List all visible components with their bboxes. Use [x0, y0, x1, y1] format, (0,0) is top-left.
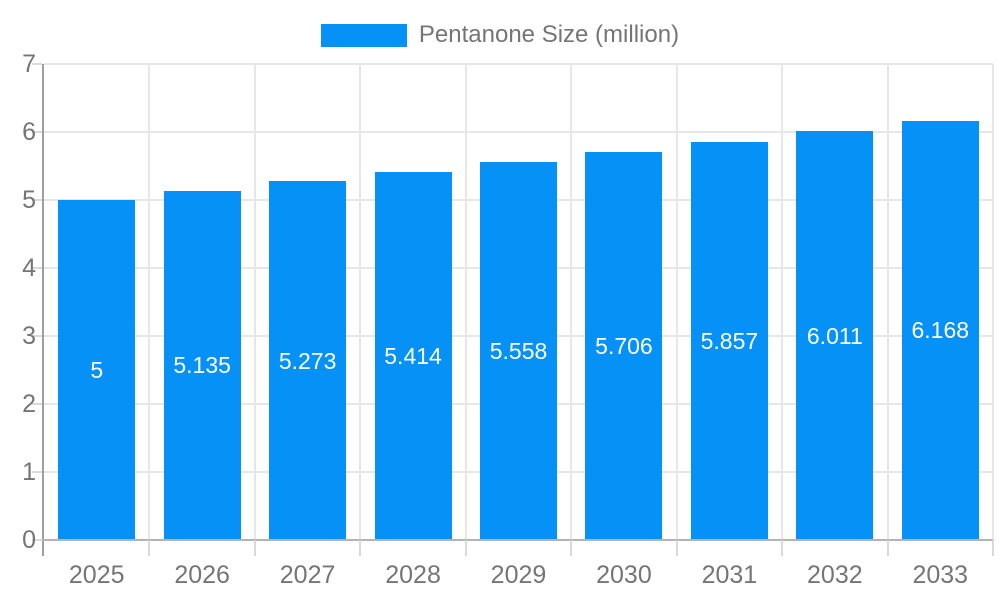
x-axis-label: 2029	[490, 561, 547, 589]
v-gridline	[359, 64, 362, 540]
x-tick	[464, 540, 467, 556]
v-gridline	[886, 64, 889, 540]
x-tick	[148, 540, 151, 556]
legend-label: Pentanone Size (million)	[418, 21, 680, 48]
y-axis-label: 0	[22, 526, 36, 554]
v-gridline	[675, 64, 678, 540]
v-gridline	[570, 64, 573, 540]
y-axis-label: 4	[22, 254, 36, 282]
bar[interactable]	[585, 151, 663, 540]
x-tick	[570, 540, 573, 556]
x-axis-label: 2030	[596, 561, 652, 589]
v-gridline	[253, 64, 256, 540]
bar[interactable]	[901, 120, 979, 540]
v-gridline	[992, 64, 994, 540]
v-gridline	[148, 64, 151, 540]
y-axis-label: 5	[22, 186, 36, 214]
h-gridline	[44, 63, 993, 65]
legend-swatch-icon	[320, 23, 407, 47]
y-axis-label: 1	[22, 458, 36, 486]
x-axis-label: 2031	[701, 561, 758, 589]
bar[interactable]	[480, 162, 557, 540]
x-tick	[992, 540, 994, 556]
bar[interactable]	[163, 190, 241, 540]
bar[interactable]	[374, 171, 452, 540]
x-axis-label: 2033	[912, 561, 969, 589]
x-axis-label: 2032	[807, 561, 863, 589]
x-tick	[781, 540, 784, 556]
x-tick	[359, 540, 362, 556]
x-axis-label: 2026	[174, 561, 230, 589]
x-axis-label: 2027	[279, 561, 336, 589]
bar[interactable]	[58, 200, 136, 540]
x-tick	[886, 540, 889, 556]
x-tick	[675, 540, 678, 556]
bar[interactable]	[269, 181, 347, 540]
y-axis-label: 3	[22, 322, 36, 350]
x-tick	[253, 540, 256, 556]
y-axis-label: 6	[22, 118, 36, 146]
bar[interactable]	[690, 141, 768, 540]
bar[interactable]	[796, 131, 874, 540]
x-axis-label: 2028	[385, 561, 441, 589]
v-gridline	[464, 64, 467, 540]
legend[interactable]: Pentanone Size (million)	[0, 18, 1000, 52]
y-axis-label: 7	[22, 50, 36, 78]
plot-area: 5 5.135 5.273 5.414 5.558 5.706 5.857 6.011 6.16…	[44, 63, 994, 540]
x-axis-label: 2025	[68, 561, 125, 589]
y-axis-label: 2	[22, 390, 36, 418]
v-gridline	[781, 64, 784, 540]
